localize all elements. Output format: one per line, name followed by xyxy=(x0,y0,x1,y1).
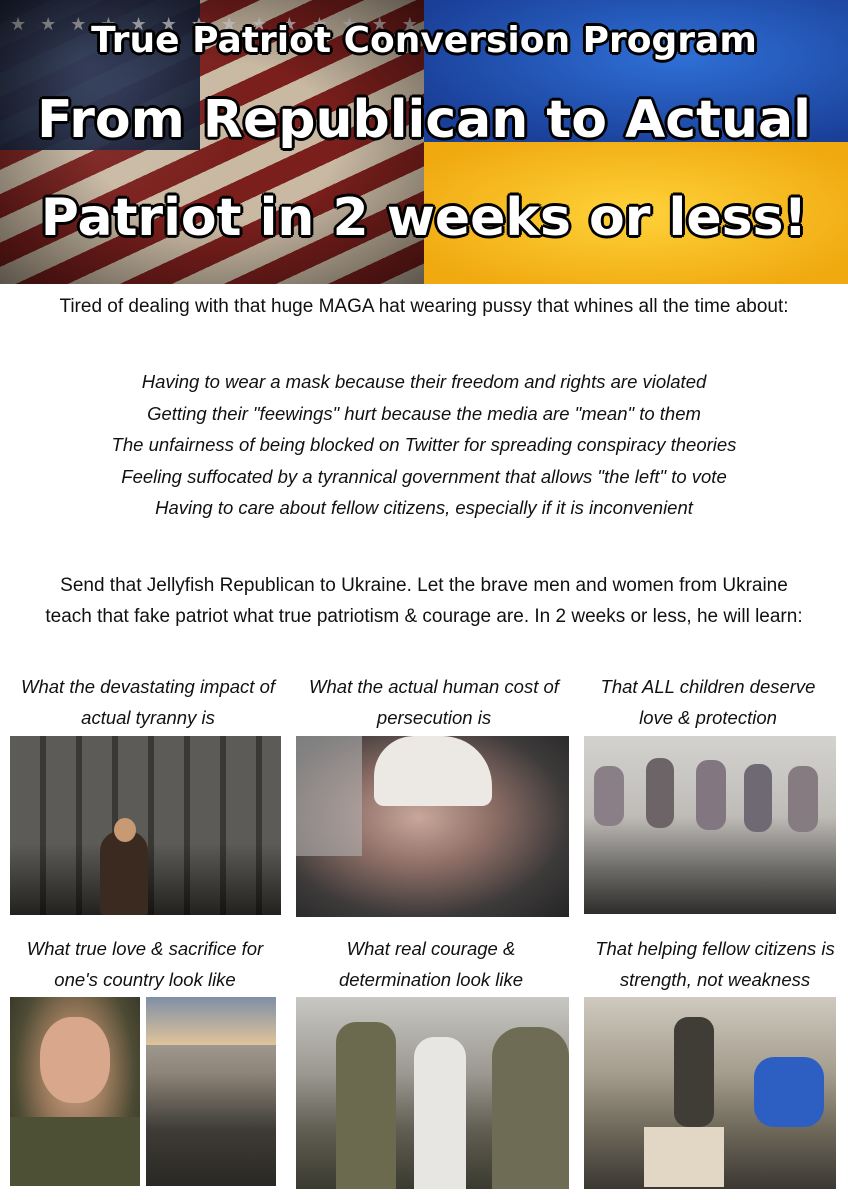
headline-line-1: From Republican to Actual xyxy=(37,90,811,150)
lesson-caption: That helping fellow citizens is strength… xyxy=(595,938,835,990)
injured-woman-photo xyxy=(296,736,569,917)
send-paragraph: Send that Jellyfish Republican to Ukrain… xyxy=(0,570,848,632)
destroyed-town-photo xyxy=(146,997,276,1186)
complaint-item: Having to care about fellow citizens, es… xyxy=(155,497,693,518)
civilian-fighters-photo xyxy=(296,997,569,1189)
soldier-portrait-photo xyxy=(10,997,140,1186)
volunteers-sorting-aid-photo xyxy=(584,997,836,1189)
send-line: teach that fake patriot what true patrio… xyxy=(45,606,803,627)
send-line: Send that Jellyfish Republican to Ukrain… xyxy=(60,575,788,596)
lesson-caption: What true love & sacrifice for one's cou… xyxy=(26,938,264,990)
lesson-caption: What the actual human cost of persecutio… xyxy=(309,676,559,728)
ukraine-flag-blue xyxy=(424,0,848,142)
intro-text: Tired of dealing with that huge MAGA hat… xyxy=(59,296,789,317)
ukraine-flag-yellow xyxy=(424,142,848,284)
ruined-building-photo xyxy=(10,736,281,915)
complaint-item: The unfairness of being blocked on Twitt… xyxy=(111,434,737,455)
headline-line-2: Patriot in 2 weeks or less! xyxy=(40,188,808,248)
children-in-shelter-photo xyxy=(584,736,836,914)
us-flag-image: ★★★★★★★★★★★★★★★★★★★★★★★★ xyxy=(0,0,719,284)
lesson-caption: That ALL children deserve love & protect… xyxy=(600,676,816,728)
banner: ★★★★★★★★★★★★★★★★★★★★★★★★ True Patriot Co… xyxy=(0,0,848,284)
lesson-caption: What real courage & determination look l… xyxy=(338,938,524,990)
complaint-item: Feeling suffocated by a tyrannical gover… xyxy=(121,465,727,487)
complaint-item: Getting their "feewings" hurt because th… xyxy=(147,402,701,424)
lesson-caption: What the devastating impact of actual ty… xyxy=(21,676,275,728)
complaint-item: Having to wear a mask because their free… xyxy=(141,371,707,392)
program-title: True Patriot Conversion Program xyxy=(91,20,757,61)
complaints-list: Having to wear a mask because their free… xyxy=(0,366,848,524)
